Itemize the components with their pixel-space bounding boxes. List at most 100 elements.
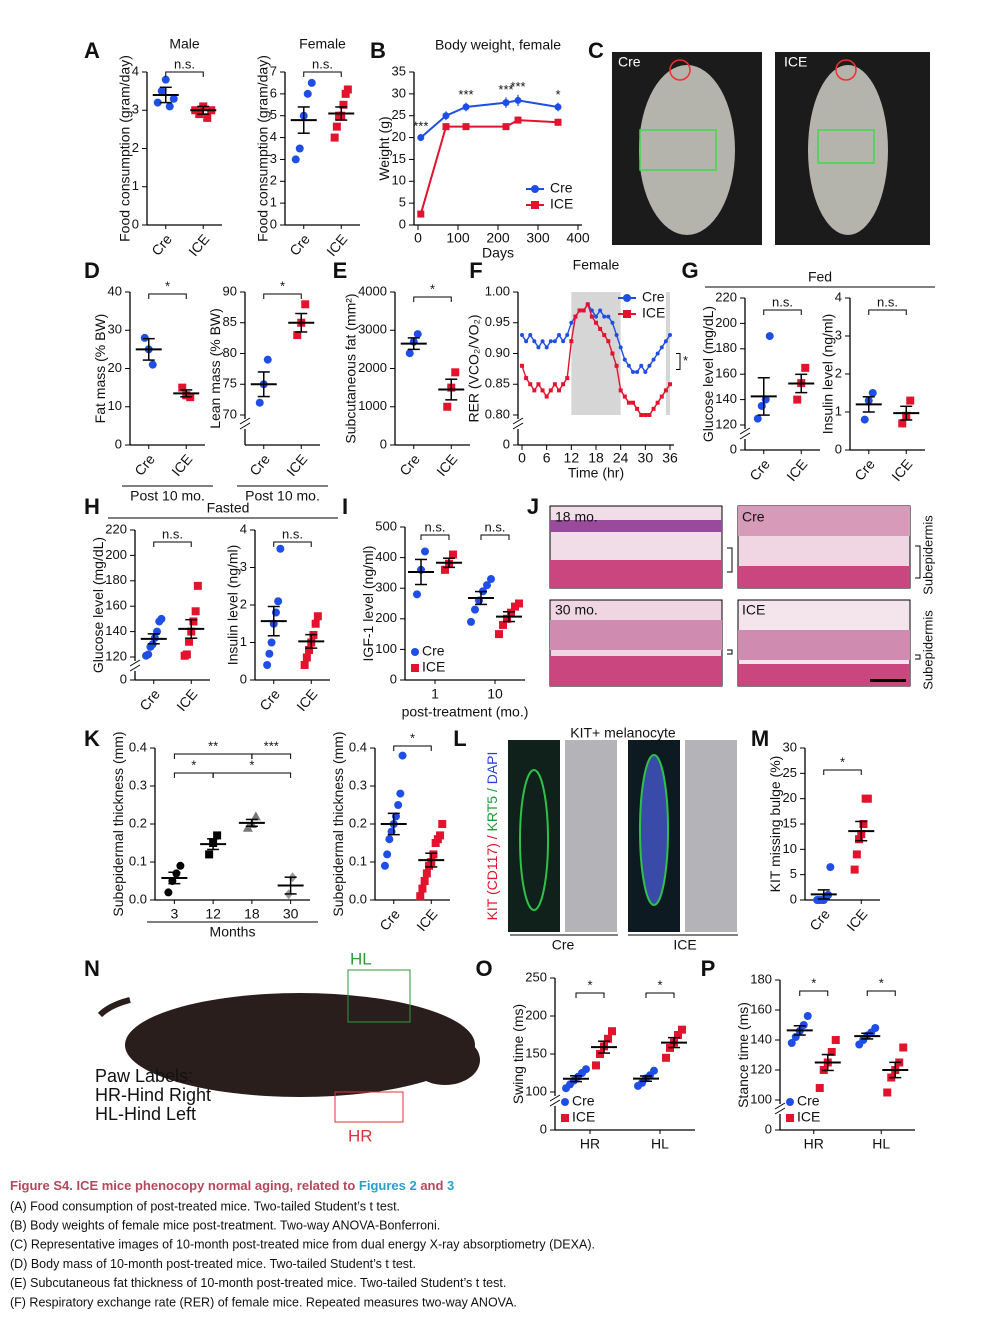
panel-letter: H: [84, 494, 100, 519]
data-point: [793, 395, 802, 404]
y-tick-label: 180: [105, 572, 127, 587]
y-tick-label: 220: [715, 289, 737, 304]
data-point: [618, 388, 623, 393]
data-point: [662, 1053, 670, 1062]
data-point: [339, 100, 348, 109]
legend-marker: [786, 1098, 794, 1106]
panel-letter: O: [475, 956, 492, 981]
y-tick-label: 0: [503, 436, 510, 451]
significance-label: n.s.: [174, 56, 195, 71]
x-tick-label: ICE: [413, 906, 440, 934]
y-tick-label: 140: [105, 623, 127, 638]
data-point: [295, 144, 304, 153]
data-point: [863, 794, 872, 803]
axis-break: [549, 1099, 561, 1107]
data-point: [396, 789, 405, 798]
data-point: [301, 300, 310, 309]
data-point: [678, 1025, 686, 1034]
significance-label: n.s.: [282, 526, 303, 541]
y-tick-label: 1: [240, 634, 247, 649]
data-point: [577, 308, 582, 313]
x-tick-label: 12: [564, 450, 580, 466]
data-point: [471, 605, 479, 614]
legend-label: ICE: [422, 659, 445, 675]
data-point: [161, 75, 170, 84]
significance-label: *: [555, 87, 560, 102]
legend-marker: [531, 201, 539, 209]
y-tick-label: 30: [108, 322, 122, 337]
data-point: [753, 414, 762, 423]
caption-line: (C) Representative images of 10-month po…: [10, 1238, 595, 1252]
legend-label: ICE: [550, 196, 573, 212]
y-tick-label: 220: [105, 521, 127, 536]
data-point: [524, 339, 529, 344]
axis-break: [739, 432, 751, 440]
data-point: [343, 85, 352, 94]
y-tick-label: 2: [132, 140, 139, 155]
data-point: [311, 619, 320, 628]
chart-title: Female: [573, 257, 620, 273]
y-axis-label: Lean mass (% BW): [207, 308, 223, 429]
paw-legend: HL-Hind Left: [95, 1104, 196, 1124]
data-point: [631, 400, 635, 405]
paw-label: HR: [348, 1126, 373, 1145]
y-tick-label: 0: [835, 441, 842, 456]
image-label: Cre: [618, 54, 641, 70]
data-point: [153, 98, 162, 107]
significance-label: n.s.: [312, 56, 333, 71]
y-tick-label: 0: [115, 436, 122, 451]
y-tick-label: 4: [132, 63, 139, 78]
significance-bracket: [173, 772, 214, 778]
y-tick-label: 300: [375, 580, 397, 595]
y-tick-label: 20: [392, 129, 406, 144]
group-header: Fasted: [207, 500, 250, 516]
axis-break: [129, 659, 141, 667]
data-point: [255, 398, 264, 407]
data-point: [827, 1048, 836, 1056]
data-point: [663, 388, 668, 393]
data-point: [610, 351, 615, 356]
data-point: [182, 650, 191, 659]
x-tick-label: 30: [283, 906, 299, 922]
y-tick-label: 70: [223, 406, 237, 421]
significance-label: *: [840, 754, 845, 769]
y-tick-label: 4: [835, 289, 842, 304]
data-point: [502, 123, 510, 131]
y-axis-label: Subepidermal thickness (mm): [110, 731, 126, 916]
data-point: [659, 394, 664, 399]
x-tick-label: 18: [588, 450, 604, 466]
significance-label: **: [208, 738, 218, 753]
data-point: [614, 363, 619, 368]
data-point: [507, 608, 515, 617]
data-point: [263, 355, 272, 364]
significance-bracket: [868, 309, 907, 315]
x-axis-label: Months: [210, 924, 256, 940]
data-point: [467, 617, 475, 626]
data-point: [413, 330, 422, 339]
y-tick-label: 0: [765, 1121, 772, 1136]
y-axis-label: Subcutaneous fat (mm²): [343, 293, 359, 443]
data-point: [157, 87, 166, 96]
data-point: [420, 877, 429, 885]
paw-legend: HR-Hind Right: [95, 1085, 211, 1105]
y-tick-label: 120: [105, 648, 127, 663]
y-tick-label: 2: [240, 596, 247, 611]
data-point: [557, 388, 561, 393]
bracket: [727, 545, 921, 660]
significance-label: *: [430, 281, 435, 296]
brightfield-ice: [685, 740, 737, 932]
mouse-body: [125, 993, 475, 1097]
x-tick-label: ICE: [783, 456, 810, 484]
data-point: [189, 617, 198, 626]
data-point: [544, 394, 549, 399]
data-point: [532, 339, 537, 344]
x-tick-label: Cre: [376, 906, 403, 934]
data-point: [859, 820, 868, 828]
data-point: [585, 302, 590, 307]
body-shape: [639, 65, 735, 235]
if-cre: [508, 740, 560, 932]
data-point: [502, 99, 510, 107]
x-tick-label: ICE: [283, 451, 310, 479]
